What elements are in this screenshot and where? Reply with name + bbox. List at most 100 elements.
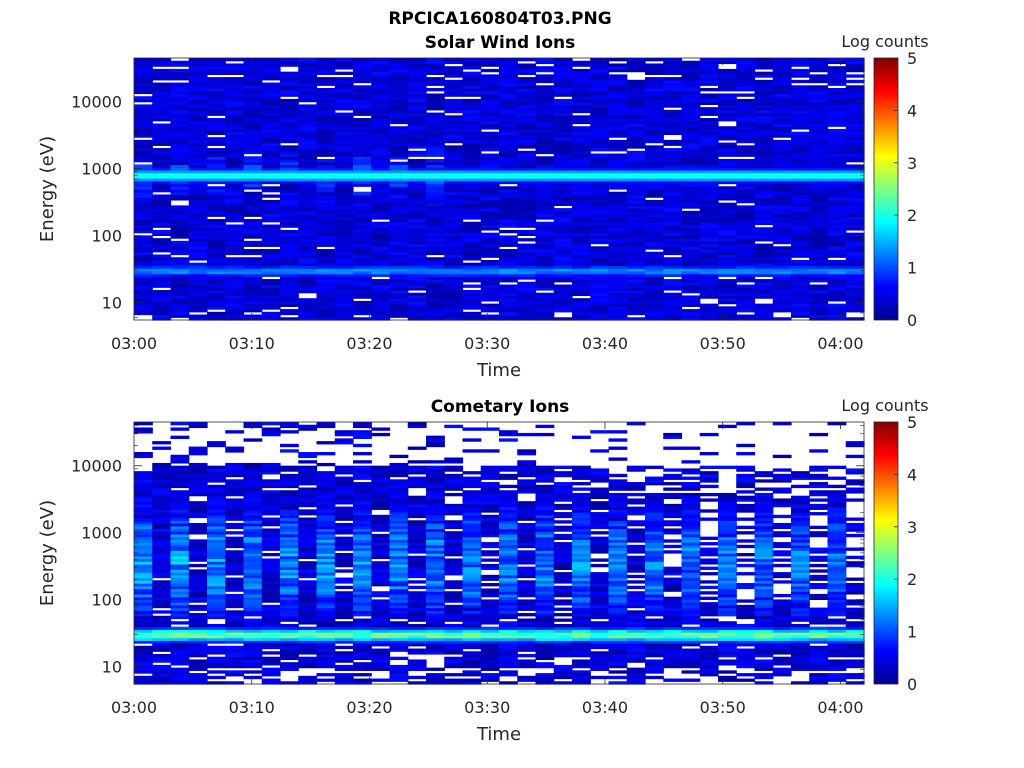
heatmap-cell (608, 309, 628, 313)
heatmap-cell (334, 634, 354, 639)
heatmap-cell (645, 281, 664, 286)
heatmap-cell (809, 156, 829, 160)
heatmap-cell (517, 281, 537, 286)
heatmap-cell (334, 300, 354, 305)
heatmap-cell (389, 85, 409, 89)
heatmap-cell (353, 550, 372, 554)
heatmap-cell (389, 542, 409, 546)
heatmap-cell (353, 213, 372, 217)
heatmap-cell (353, 281, 372, 286)
heatmap-cell (462, 314, 482, 318)
heatmap-cell (280, 593, 299, 598)
heatmap-cell (353, 623, 372, 628)
heatmap-cell (170, 303, 190, 307)
heatmap-cell (280, 210, 299, 215)
heatmap-cell (590, 180, 610, 185)
heatmap-cell (572, 229, 591, 234)
heatmap-cell (207, 498, 226, 502)
heatmap-cell (134, 156, 153, 160)
heatmap-cell (754, 158, 774, 163)
heatmap-cell (334, 126, 354, 130)
heatmap-cell (334, 651, 354, 655)
heatmap-cell (444, 224, 464, 228)
heatmap-cell (407, 607, 427, 611)
heatmap-cell (444, 60, 464, 65)
heatmap-cell (499, 142, 518, 146)
heatmap-cell (809, 197, 829, 201)
heatmap-cell (134, 208, 153, 212)
heatmap-cell (188, 123, 208, 127)
heatmap-cell (389, 462, 409, 467)
heatmap-cell (152, 82, 172, 86)
heatmap-cell (407, 164, 427, 168)
heatmap-cell (572, 180, 591, 185)
heatmap-cell (316, 134, 336, 138)
heatmap-cell (353, 492, 372, 497)
heatmap-cell (772, 257, 792, 261)
heatmap-cell (389, 648, 409, 652)
heatmap-cell (243, 476, 263, 480)
heatmap-cell (480, 167, 500, 171)
heatmap-cell (298, 656, 318, 661)
heatmap-cell (170, 104, 190, 108)
heatmap-cell (170, 205, 190, 209)
heatmap-cell (261, 287, 281, 291)
heatmap-cell (316, 492, 336, 497)
heatmap-cell (207, 569, 226, 573)
heatmap-cell (170, 637, 190, 641)
heatmap-cell (645, 148, 664, 152)
heatmap-cell (261, 58, 281, 62)
heatmap-cell (152, 262, 172, 267)
heatmap-cell (371, 90, 391, 95)
heatmap-cell (407, 626, 427, 631)
heatmap-cell (207, 142, 226, 146)
heatmap-cell (334, 482, 354, 486)
heatmap-cell (572, 281, 591, 286)
heatmap-cell (535, 300, 555, 305)
heatmap-cell (827, 161, 847, 166)
heatmap-cell (772, 104, 792, 108)
heatmap-cell (243, 68, 263, 73)
heatmap-cell (426, 629, 445, 633)
heatmap-cell (663, 279, 683, 283)
heatmap-cell (243, 194, 263, 198)
heatmap-cell (298, 164, 318, 168)
heatmap-cell (371, 71, 391, 75)
heatmap-cell (772, 82, 792, 86)
heatmap-cell (261, 118, 281, 122)
heatmap-cell (261, 131, 281, 136)
heatmap-cell (608, 172, 628, 176)
heatmap-cell (334, 199, 354, 204)
heatmap-cell (517, 306, 537, 310)
heatmap-cell (261, 629, 281, 633)
heatmap-cell (772, 259, 792, 264)
heatmap-cell (225, 156, 245, 160)
heatmap-cell (298, 224, 318, 228)
heatmap-cell (407, 542, 427, 546)
heatmap-cell (334, 172, 354, 176)
heatmap-cell (353, 270, 372, 275)
heatmap-cell (736, 118, 756, 122)
heatmap-cell (699, 227, 719, 231)
heatmap-cell (353, 487, 372, 491)
heatmap-cell (371, 93, 391, 97)
heatmap-cell (316, 306, 336, 310)
heatmap-cell (371, 128, 391, 133)
heatmap-cell (389, 572, 409, 576)
heatmap-cell (480, 126, 500, 130)
heatmap-cell (170, 435, 190, 439)
heatmap-cell (334, 577, 354, 581)
heatmap-cell (188, 254, 208, 258)
heatmap-cell (772, 93, 792, 97)
heatmap-cell (809, 178, 829, 182)
heatmap-cell (188, 63, 208, 67)
heatmap-cell (827, 279, 847, 283)
heatmap-cell (791, 68, 810, 73)
heatmap-cell (407, 246, 427, 250)
heatmap-cell (353, 585, 372, 590)
heatmap-cell (261, 583, 281, 587)
heatmap-cell (170, 501, 190, 505)
heatmap-cell (207, 180, 226, 185)
heatmap-cell (280, 498, 299, 502)
heatmap-cell (699, 265, 719, 269)
